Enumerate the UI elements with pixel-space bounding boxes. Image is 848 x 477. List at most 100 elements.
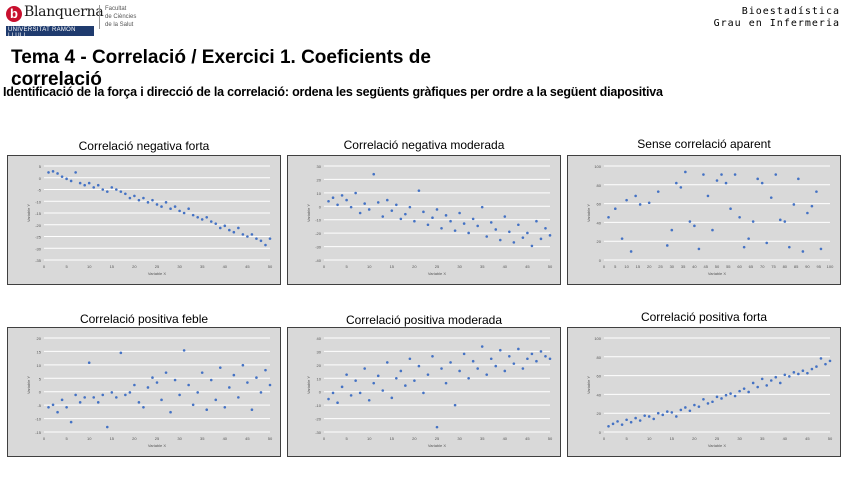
data-point <box>706 194 710 198</box>
data-point <box>720 173 723 176</box>
data-point <box>548 357 552 361</box>
x-axis-label: Variable X <box>148 271 166 276</box>
data-point <box>417 364 421 368</box>
data-point <box>96 401 100 404</box>
data-point <box>535 219 538 223</box>
data-point <box>228 228 231 232</box>
y-tick-label: 5 <box>39 376 42 381</box>
y-tick-label: -5 <box>37 403 41 408</box>
y-tick-label: -35 <box>35 258 42 263</box>
data-point <box>191 213 195 217</box>
data-point <box>788 375 791 378</box>
y-tick-label: -30 <box>315 245 322 250</box>
y-tick-label: -20 <box>315 231 322 236</box>
x-tick-label: 0 <box>323 264 326 269</box>
data-point <box>440 367 443 370</box>
x-tick-label: 0 <box>43 264 46 269</box>
data-point <box>182 211 186 215</box>
data-point <box>133 383 136 387</box>
data-point <box>444 381 448 385</box>
data-point <box>268 237 272 240</box>
data-point <box>74 393 77 397</box>
data-point <box>349 394 353 397</box>
y-tick-label: 40 <box>597 392 602 397</box>
data-point <box>521 236 525 239</box>
chart-svg: 100 80 60 40 20 00 5 10 15 20 25 30 35 40 45 50 55 60 65 70… <box>586 164 834 276</box>
y-axis-label: Variable Y <box>586 204 591 222</box>
data-point <box>765 384 769 387</box>
x-tick-label: 35 <box>480 264 485 269</box>
data-point <box>724 393 728 397</box>
data-point <box>769 379 773 382</box>
y-axis-label: Variable Y <box>306 204 311 222</box>
x-tick-label: 60 <box>737 264 742 269</box>
data-point <box>413 219 416 223</box>
data-point <box>806 211 809 215</box>
data-point <box>345 373 348 376</box>
data-point <box>815 365 818 368</box>
data-point <box>738 389 741 393</box>
data-point <box>724 181 728 185</box>
y-tick-label: 60 <box>597 202 602 207</box>
y-tick-label: 20 <box>317 177 322 182</box>
y-tick-label: 15 <box>37 349 42 354</box>
x-tick-label: 15 <box>670 436 675 441</box>
data-point <box>693 403 696 407</box>
data-point <box>625 198 628 202</box>
x-tick-label: 10 <box>367 264 372 269</box>
x-tick-label: 25 <box>435 264 440 269</box>
data-point <box>367 398 371 402</box>
x-tick-label: 30 <box>670 264 675 269</box>
data-point <box>110 391 114 394</box>
slide-title: Tema 4 - Correlació / Exercici 1. Coefic… <box>11 47 431 90</box>
data-point <box>494 364 498 368</box>
data-point <box>503 369 507 373</box>
data-point <box>395 376 398 380</box>
data-point <box>78 401 82 404</box>
x-tick-label: 5 <box>65 436 68 441</box>
data-point <box>815 190 818 193</box>
data-point <box>404 212 407 216</box>
x-tick-label: 0 <box>603 436 606 441</box>
data-point <box>246 235 249 238</box>
data-point <box>670 411 674 414</box>
data-point <box>209 378 213 382</box>
data-point <box>517 223 520 227</box>
y-tick-label: -10 <box>35 199 42 204</box>
data-point <box>620 423 624 426</box>
data-point <box>697 247 701 251</box>
logo-university-label: UNIVERSITAT RAMON LLULL <box>8 27 76 39</box>
data-point <box>440 226 443 230</box>
data-point <box>381 389 385 392</box>
data-point <box>711 400 714 404</box>
data-point <box>367 208 371 211</box>
data-point <box>372 172 376 176</box>
y-tick-label: 5 <box>39 164 42 169</box>
data-point <box>160 205 163 208</box>
chart-title-6: Correlació positiva forta <box>640 310 768 324</box>
data-point <box>87 181 91 185</box>
data-point <box>87 361 91 365</box>
data-point <box>196 391 199 394</box>
x-tick-label: 75 <box>771 264 776 269</box>
data-point <box>60 398 64 402</box>
data-point <box>508 230 511 234</box>
data-point <box>431 355 434 358</box>
x-tick-label: 0 <box>603 264 606 269</box>
data-point <box>526 357 529 361</box>
data-point <box>232 230 236 234</box>
x-tick-label: 5 <box>345 264 348 269</box>
data-point <box>444 214 448 217</box>
data-point <box>96 183 100 187</box>
data-point <box>629 250 633 253</box>
logo-university-bar: UNIVERSITAT RAMON LLULL <box>6 26 94 39</box>
x-tick-label: 5 <box>65 264 68 269</box>
x-tick-label: 10 <box>367 436 372 441</box>
x-tick-label: 85 <box>794 264 799 269</box>
x-axis-label: Variable X <box>708 271 726 276</box>
data-point <box>205 408 209 412</box>
x-tick-label: 35 <box>200 436 205 441</box>
data-point <box>756 177 759 181</box>
data-point <box>376 374 380 378</box>
data-point <box>237 396 240 399</box>
